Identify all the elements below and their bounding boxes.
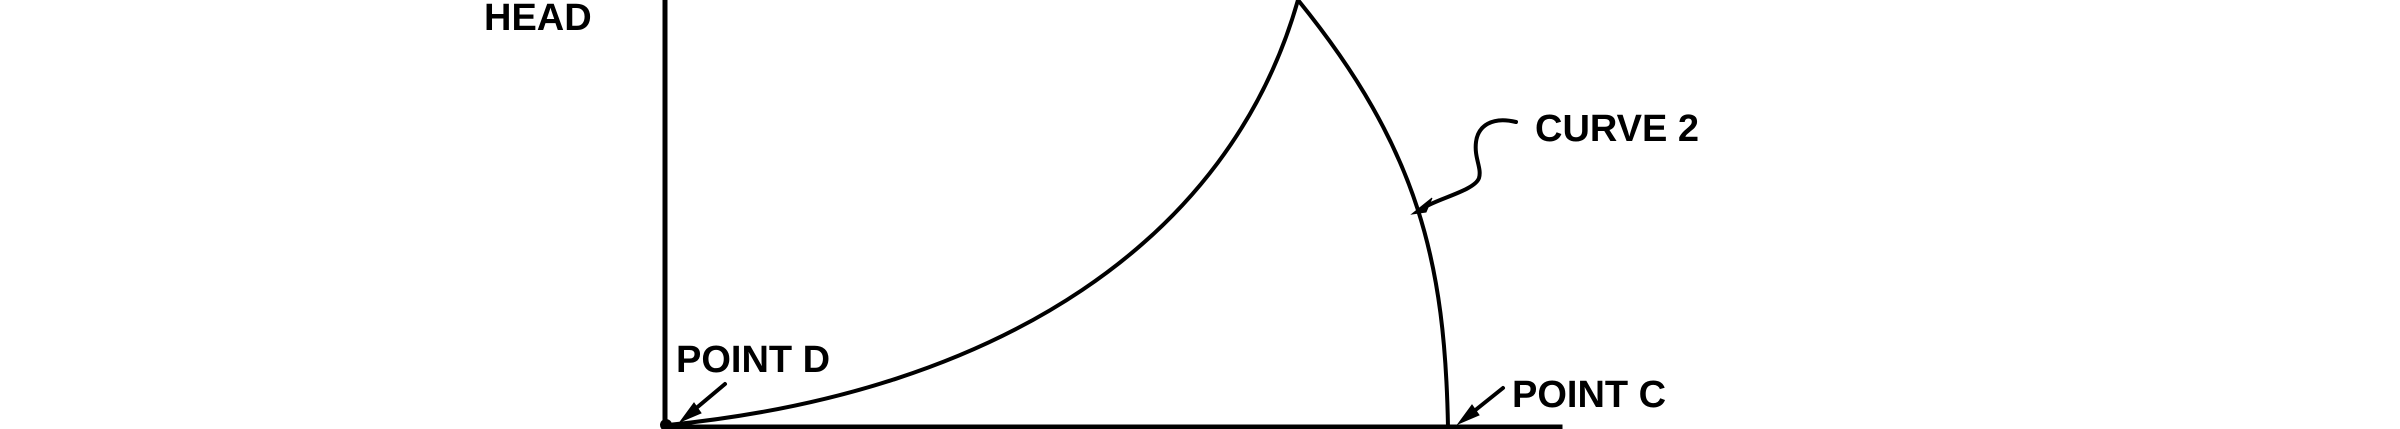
- point-c-label: POINT C: [1512, 374, 1666, 416]
- curve-2: [1296, 0, 1450, 429]
- curve-2-label: CURVE 2: [1535, 108, 1699, 150]
- point-d-marker: [660, 419, 672, 429]
- point-d-leader: [692, 382, 727, 412]
- point-d-label: POINT D: [676, 339, 830, 381]
- curve-2-leader: [1423, 118, 1518, 209]
- point-c-leader: [1471, 386, 1505, 414]
- point-c-arrowhead: [1456, 404, 1480, 426]
- rising-curve: [666, 0, 1300, 427]
- point-d-arrowhead: [678, 402, 702, 424]
- curve-2-arrowhead: [1410, 197, 1433, 215]
- y-axis-label: HEAD: [484, 0, 592, 39]
